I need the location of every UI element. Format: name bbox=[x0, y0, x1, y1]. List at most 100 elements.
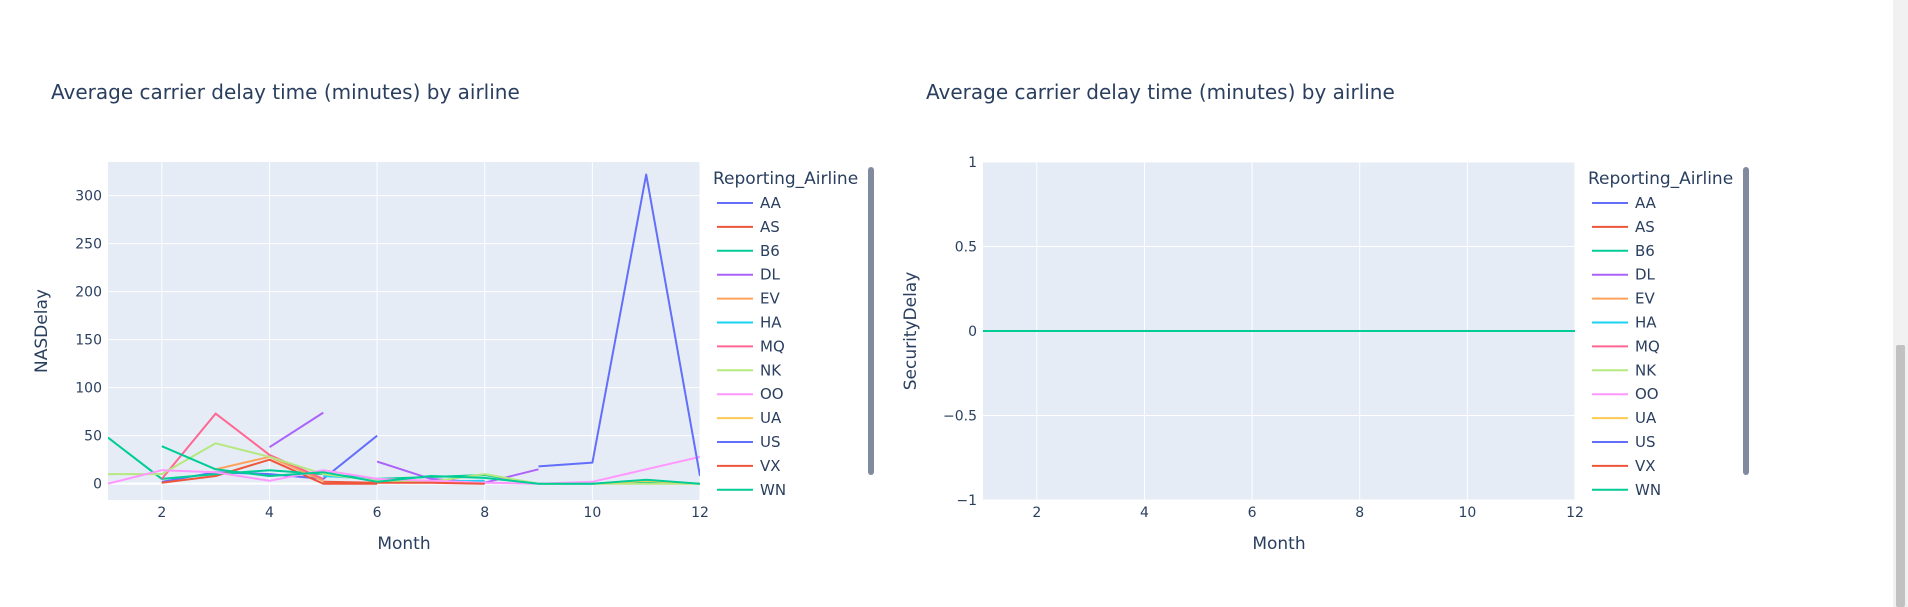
y-tick-label: 200 bbox=[75, 285, 102, 301]
legend-item-us[interactable]: US bbox=[1592, 433, 1656, 451]
y-tick-label: 150 bbox=[75, 333, 102, 349]
series-line-vx bbox=[323, 480, 485, 485]
legend-item-nk[interactable]: NK bbox=[1592, 361, 1657, 379]
legend-item-us[interactable]: US bbox=[717, 433, 781, 451]
series-lines bbox=[108, 173, 700, 485]
series-line-mq bbox=[161, 412, 324, 480]
plot-area bbox=[108, 162, 700, 500]
y-tick-label: −1 bbox=[956, 493, 977, 509]
x-tick-label: 4 bbox=[265, 505, 274, 521]
legend-item-label: WN bbox=[1635, 481, 1661, 499]
x-axis-label: Month bbox=[1252, 534, 1305, 554]
legend-item-oo[interactable]: OO bbox=[717, 385, 784, 403]
legend-item-vx[interactable]: VX bbox=[1592, 457, 1656, 475]
legend-item-wn[interactable]: WN bbox=[717, 481, 786, 499]
legend-item-ua[interactable]: UA bbox=[1592, 409, 1657, 427]
y-axis-label: NASDelay bbox=[32, 289, 52, 373]
legend-item-label: B6 bbox=[760, 242, 780, 260]
x-tick-label: 12 bbox=[1566, 505, 1584, 521]
y-tick-label: 1 bbox=[968, 155, 977, 171]
y-tick-label: 100 bbox=[75, 381, 102, 397]
x-tick-label: 2 bbox=[1032, 505, 1041, 521]
legend-item-label: UA bbox=[1635, 409, 1657, 427]
legend-item-label: US bbox=[1635, 433, 1656, 451]
page-scrollbar-thumb[interactable] bbox=[1896, 345, 1905, 607]
legend-item-label: AA bbox=[760, 194, 782, 212]
y-tick-label: 0 bbox=[968, 324, 977, 340]
x-tick-label: 12 bbox=[691, 505, 709, 521]
x-tick-label: 2 bbox=[157, 505, 166, 521]
y-tick-label: −0.5 bbox=[943, 409, 977, 425]
legend-item-label: NK bbox=[760, 361, 782, 379]
series-line-as bbox=[161, 458, 378, 485]
legend-item-label: US bbox=[760, 433, 781, 451]
legend-item-ev[interactable]: EV bbox=[717, 290, 780, 308]
legend-title: Reporting_Airline bbox=[713, 169, 858, 189]
legend-item-label: NK bbox=[1635, 361, 1657, 379]
legend-item-nk[interactable]: NK bbox=[717, 361, 782, 379]
legend-item-as[interactable]: AS bbox=[717, 218, 780, 236]
chart-panel-1: Average carrier delay time (minutes) by … bbox=[32, 80, 874, 554]
y-tick-label: 300 bbox=[75, 189, 102, 205]
x-tick-label: 10 bbox=[1458, 505, 1476, 521]
legend-item-mq[interactable]: MQ bbox=[717, 337, 785, 355]
legend-item-dl[interactable]: DL bbox=[717, 266, 781, 284]
legend: Reporting_Airline AA AS B6 DL EV HA MQ NK OO UA US V… bbox=[713, 167, 874, 499]
x-tick-label: 6 bbox=[373, 505, 382, 521]
legend-item-oo[interactable]: OO bbox=[1592, 385, 1659, 403]
chart-title: Average carrier delay time (minutes) by … bbox=[926, 80, 1395, 104]
legend-item-label: HA bbox=[1635, 314, 1657, 332]
y-tick-label: 50 bbox=[84, 429, 102, 445]
legend-item-vx[interactable]: VX bbox=[717, 457, 781, 475]
legend-item-as[interactable]: AS bbox=[1592, 218, 1655, 236]
legend-item-label: HA bbox=[760, 314, 782, 332]
legend-item-label: DL bbox=[1635, 266, 1656, 284]
legend-item-mq[interactable]: MQ bbox=[1592, 337, 1660, 355]
y-axis-label: SecurityDelay bbox=[901, 272, 921, 391]
legend-item-wn[interactable]: WN bbox=[1592, 481, 1661, 499]
legend-item-label: DL bbox=[760, 266, 781, 284]
x-tick-label: 8 bbox=[480, 505, 489, 521]
x-tick-label: 4 bbox=[1140, 505, 1149, 521]
legend-scrollbar[interactable] bbox=[868, 167, 874, 475]
legend-item-label: OO bbox=[760, 385, 784, 403]
legend-item-aa[interactable]: AA bbox=[1592, 194, 1657, 212]
legend-item-label: UA bbox=[760, 409, 782, 427]
legend-item-label: B6 bbox=[1635, 242, 1655, 260]
y-tick-label: 0.5 bbox=[955, 240, 977, 256]
legend-title: Reporting_Airline bbox=[1588, 169, 1733, 189]
legend-item-label: AS bbox=[1635, 218, 1655, 236]
x-tick-label: 8 bbox=[1355, 505, 1364, 521]
legend-item-label: MQ bbox=[1635, 337, 1660, 355]
legend-item-b6[interactable]: B6 bbox=[1592, 242, 1655, 260]
legend: Reporting_Airline AA AS B6 DL EV HA MQ NK OO UA US V… bbox=[1588, 167, 1749, 499]
legend-item-dl[interactable]: DL bbox=[1592, 266, 1656, 284]
series-line-dl bbox=[268, 411, 324, 449]
chart-title: Average carrier delay time (minutes) by … bbox=[51, 80, 520, 104]
legend-item-label: AA bbox=[1635, 194, 1657, 212]
legend-item-ev[interactable]: EV bbox=[1592, 290, 1655, 308]
x-tick-label: 6 bbox=[1248, 505, 1257, 521]
legend-item-label: MQ bbox=[760, 337, 785, 355]
y-tick-label: 0 bbox=[93, 477, 102, 493]
legend-item-aa[interactable]: AA bbox=[717, 194, 782, 212]
legend-item-ha[interactable]: HA bbox=[717, 314, 782, 332]
series-line-us bbox=[538, 173, 700, 477]
legend-item-label: OO bbox=[1635, 385, 1659, 403]
legend-item-label: VX bbox=[760, 457, 781, 475]
x-axis-label: Month bbox=[377, 534, 430, 554]
legend-item-ua[interactable]: UA bbox=[717, 409, 782, 427]
y-tick-label: 250 bbox=[75, 237, 102, 253]
legend-item-ha[interactable]: HA bbox=[1592, 314, 1657, 332]
legend-scrollbar[interactable] bbox=[1743, 167, 1749, 475]
legend-item-label: VX bbox=[1635, 457, 1656, 475]
chart-panel-2: Average carrier delay time (minutes) by … bbox=[901, 80, 1749, 554]
legend-item-label: EV bbox=[760, 290, 780, 308]
legend-item-label: EV bbox=[1635, 290, 1655, 308]
legend-item-b6[interactable]: B6 bbox=[717, 242, 780, 260]
x-tick-label: 10 bbox=[583, 505, 601, 521]
series-line-wn bbox=[161, 445, 700, 485]
legend-item-label: AS bbox=[760, 218, 780, 236]
legend-item-label: WN bbox=[760, 481, 786, 499]
